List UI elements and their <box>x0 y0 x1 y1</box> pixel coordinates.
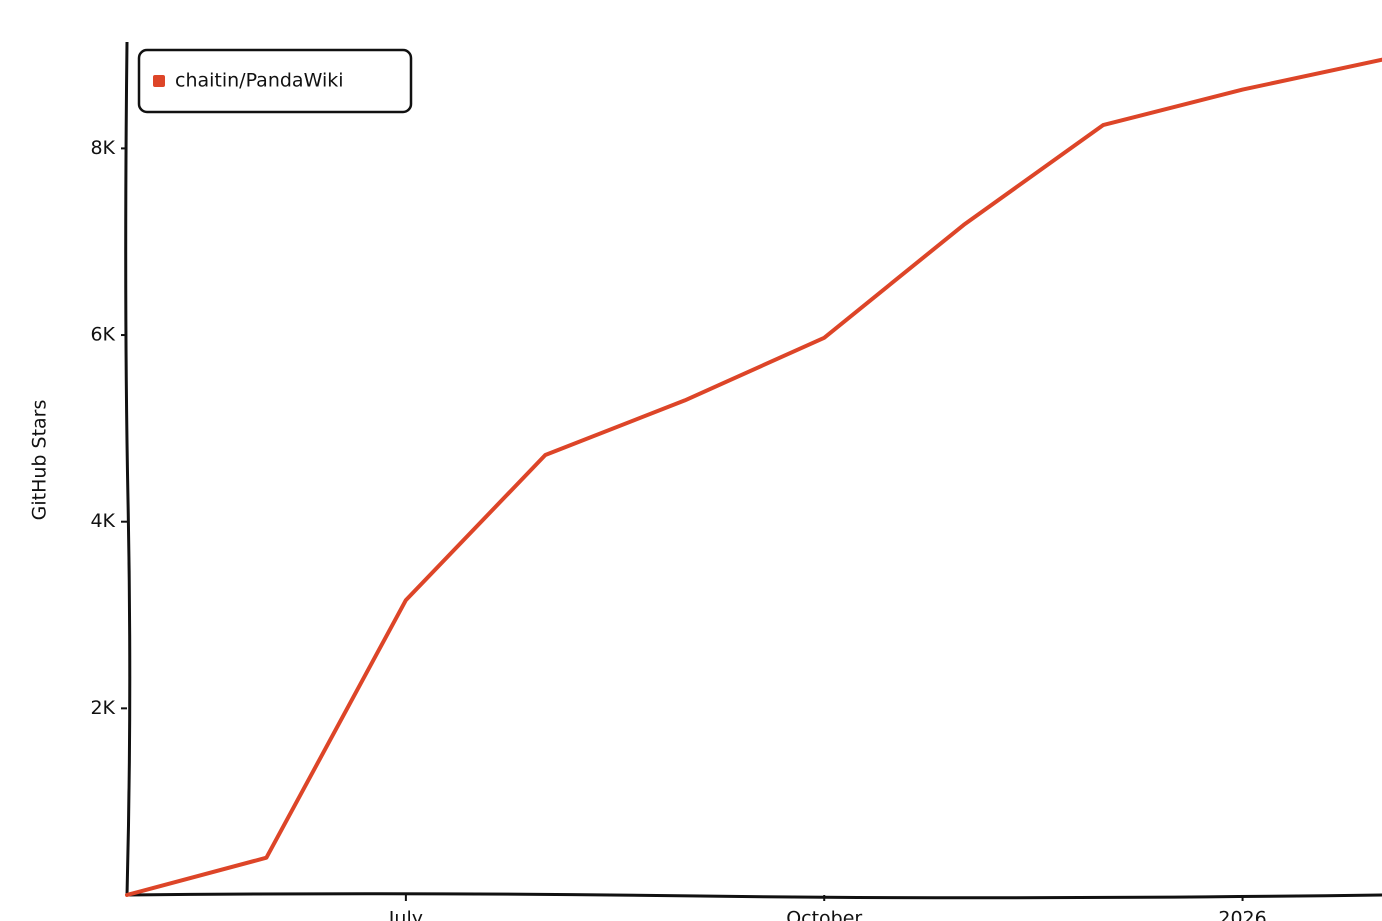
legend: chaitin/PandaWiki <box>137 48 413 114</box>
x-axis <box>126 892 1382 900</box>
y-axis-label: GitHub Stars <box>29 400 51 521</box>
y-tick-label: 8K <box>90 137 115 159</box>
x-tick-label: July <box>388 908 423 921</box>
series-line <box>125 57 1382 897</box>
y-tick-label: 2K <box>90 697 115 719</box>
x-tick-label: 2026 <box>1218 908 1266 921</box>
x-tick-label: October <box>786 908 862 921</box>
legend-label: chaitin/PandaWiki <box>175 70 344 92</box>
legend-swatch <box>153 75 165 87</box>
legend-box <box>137 48 413 114</box>
y-axis <box>124 41 132 896</box>
y-tick-label: 6K <box>90 324 115 346</box>
y-tick-label: 4K <box>90 510 115 532</box>
